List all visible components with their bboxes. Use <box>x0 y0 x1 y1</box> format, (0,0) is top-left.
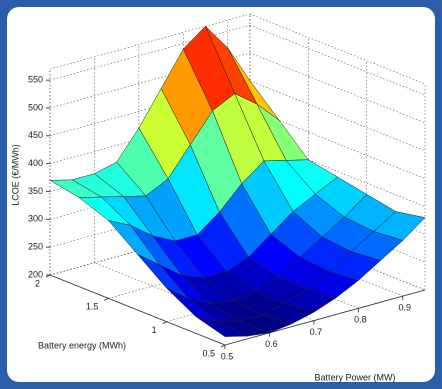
z-tick-label: 500 <box>28 102 43 112</box>
z-tick-label: 550 <box>28 75 43 85</box>
x-axis-label: Battery Power (MW) <box>314 372 395 382</box>
y-tick <box>162 321 167 325</box>
z-tick-label: 250 <box>28 242 43 252</box>
y-tick <box>45 274 51 278</box>
y-tick-label: 1.5 <box>86 302 99 312</box>
x-tick-label: 0.5 <box>221 351 234 361</box>
y-tick <box>104 297 109 301</box>
surface-patch <box>195 316 248 337</box>
z-tick-label: 450 <box>28 130 43 140</box>
y-tick-label: 1 <box>152 325 157 335</box>
x-tick-label: 0.8 <box>354 315 367 325</box>
y-axis-label: Battery energy (MWh) <box>38 340 126 350</box>
z-axis-label: LCOE (€/MWh) <box>10 144 20 206</box>
z-tick-label: 400 <box>28 158 43 168</box>
grid-line <box>49 24 251 81</box>
axis-box <box>49 13 251 70</box>
x-tick-label: 0.9 <box>399 302 412 312</box>
axis-box <box>49 274 226 346</box>
x-tick-label: 0.6 <box>265 339 278 349</box>
y-tick <box>220 344 226 348</box>
z-tick-label: 200 <box>28 269 43 279</box>
x-tick-label: 0.7 <box>310 327 323 337</box>
y-tick-label: 2 <box>35 278 40 288</box>
z-tick-label: 300 <box>28 214 43 224</box>
z-tick-label: 350 <box>28 186 43 196</box>
y-tick-label: 0.5 <box>202 348 215 358</box>
grid-line <box>224 289 426 346</box>
